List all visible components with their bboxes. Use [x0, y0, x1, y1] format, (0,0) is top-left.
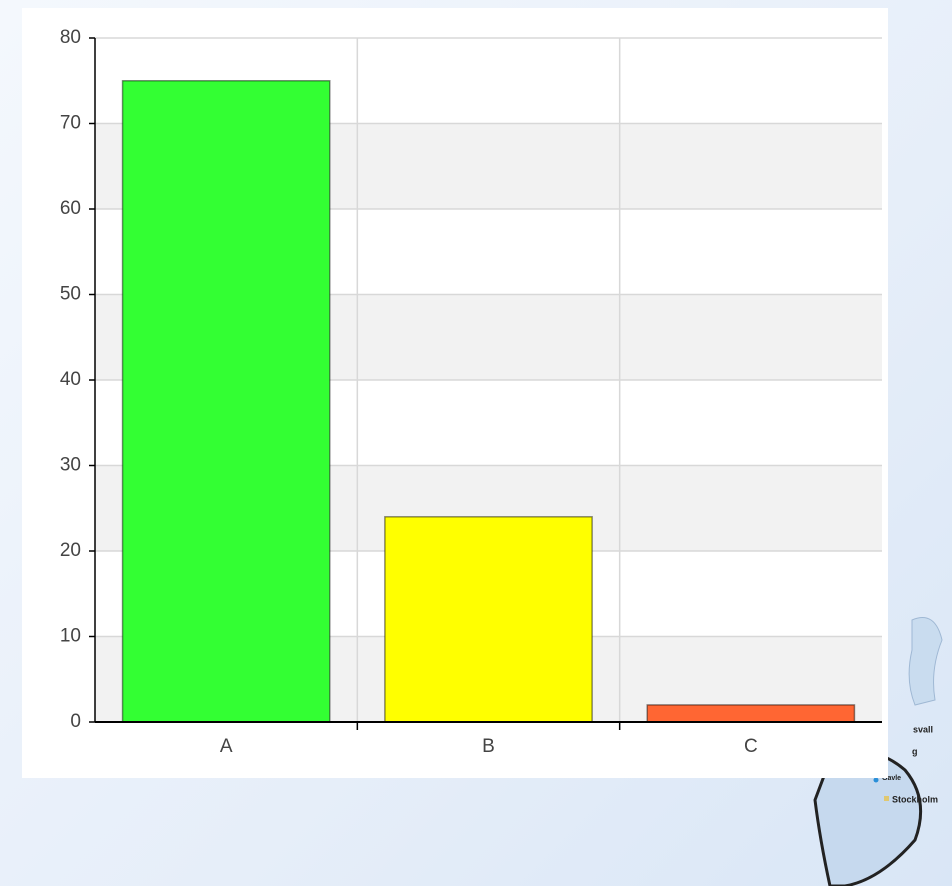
bar: [646, 704, 856, 723]
y-tick-label: 20: [60, 540, 81, 561]
map-label: Gavle: [882, 775, 901, 782]
x-tick-label: A: [220, 736, 233, 757]
y-tick-label: 80: [60, 27, 81, 48]
y-tick-label: 50: [60, 284, 81, 305]
map-dot: [873, 777, 879, 783]
map-shape: [908, 617, 943, 706]
y-tick-label: 10: [60, 626, 81, 647]
map-decoration: svall g Gavle Stockholm: [813, 617, 943, 886]
map-label: svall: [913, 724, 933, 734]
y-tick-label: 60: [60, 198, 81, 219]
bar: [384, 516, 593, 723]
bar: [121, 80, 331, 723]
x-tick-label: C: [744, 736, 758, 757]
map-label: g: [912, 746, 918, 756]
map-label: Stockholm: [892, 794, 938, 804]
map-dot: [884, 796, 889, 801]
y-tick-label: 70: [60, 113, 81, 134]
plot-area: 0 10 20 30 40 50 60 70 80 A B C: [60, 27, 882, 757]
x-tick-label: B: [482, 736, 495, 757]
y-tick-label: 0: [70, 711, 81, 732]
y-tick-label: 30: [60, 455, 81, 476]
y-tick-label: 40: [60, 369, 81, 390]
